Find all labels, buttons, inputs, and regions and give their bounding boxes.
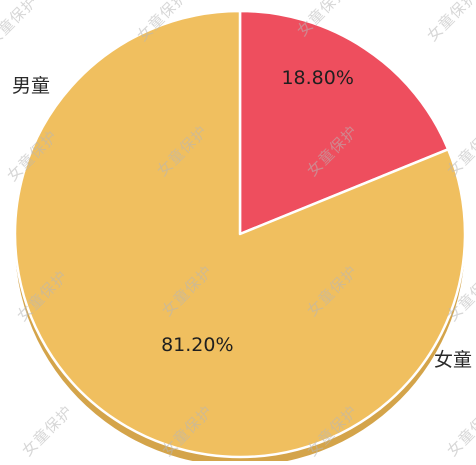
slice-0-percent-label: 18.80%: [281, 67, 353, 89]
slice-1-girls: [13, 9, 467, 459]
slice-0-category-label: 男童: [12, 75, 50, 97]
slice-1-category-label: 女童: [434, 349, 472, 371]
slice-1-percent-label: 81.20%: [161, 334, 233, 356]
slice-0-boys: [238, 9, 450, 236]
